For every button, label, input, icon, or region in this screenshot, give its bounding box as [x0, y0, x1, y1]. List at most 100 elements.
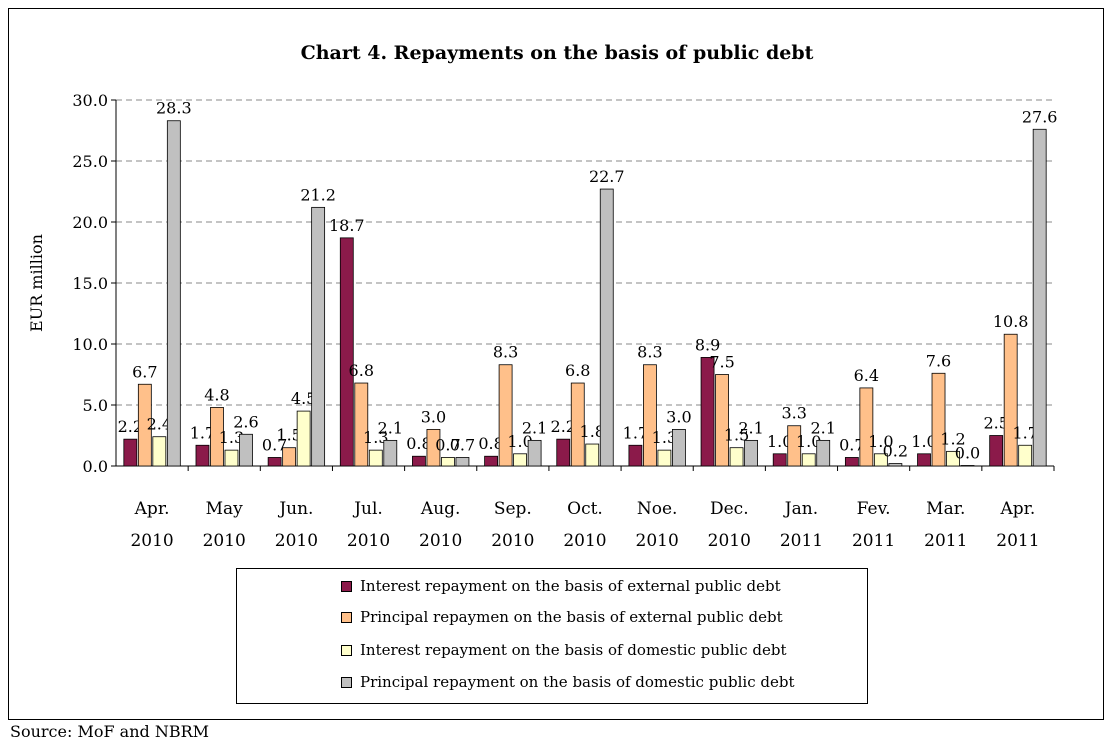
data-label: 6.8 — [565, 361, 590, 380]
data-label: 4.5 — [291, 389, 316, 408]
x-tick-label: 2010 — [203, 531, 246, 551]
x-tick-label: 2010 — [563, 531, 606, 551]
x-tick-label: Oct. — [567, 499, 603, 519]
data-label: 2.1 — [810, 418, 835, 437]
x-tick-label: 2010 — [275, 531, 318, 551]
x-tick-label: 2010 — [419, 531, 462, 551]
bar — [873, 453, 888, 467]
bar — [210, 407, 224, 467]
y-tick-label: 30.0 — [72, 91, 108, 110]
bar — [628, 444, 643, 467]
data-label: 6.8 — [349, 361, 374, 380]
data-label: 0.8 — [478, 434, 503, 453]
legend-swatch — [341, 580, 352, 592]
legend-swatch — [341, 611, 352, 623]
x-tick-label: Apr. — [134, 499, 170, 519]
data-label: 1.8 — [580, 422, 605, 441]
data-label: 6.4 — [854, 366, 879, 385]
bar — [412, 455, 426, 467]
data-label: 2.1 — [738, 418, 763, 437]
legend-label: Principal repayment on the basis of dome… — [360, 673, 795, 691]
data-label: 1.0 — [911, 432, 936, 451]
x-tick-label: 2011 — [996, 531, 1039, 551]
bar — [339, 237, 354, 467]
chart-legend: Interest repayment on the basis of exter… — [236, 568, 868, 704]
bar — [643, 364, 657, 467]
x-tick-label: Jul. — [352, 499, 383, 519]
bar — [729, 447, 744, 467]
bar — [166, 120, 181, 467]
bar — [123, 438, 138, 467]
data-label: 2.2 — [551, 417, 576, 436]
legend-label: Interest repayment on the basis of exter… — [360, 577, 781, 595]
bar — [1032, 128, 1047, 467]
source-note: Source: MoF and NBRM — [10, 722, 210, 741]
x-tick-label: Jun. — [277, 499, 313, 519]
x-tick-label: Noe. — [637, 499, 678, 519]
bar — [989, 435, 1004, 467]
x-tick-label: 2011 — [780, 531, 823, 551]
data-label: 10.8 — [993, 312, 1029, 331]
x-tick-label: Fev. — [857, 499, 891, 519]
y-tick-label: 20.0 — [72, 213, 108, 232]
bar — [946, 450, 960, 467]
x-tick-label: 2011 — [924, 531, 967, 551]
x-tick-label: 2011 — [852, 531, 895, 551]
legend-swatch — [341, 644, 352, 656]
bar — [311, 206, 326, 467]
bar — [282, 447, 297, 467]
x-tick-label: May — [206, 499, 244, 519]
x-tick-label: 2010 — [636, 531, 679, 551]
data-label: 3.3 — [781, 404, 806, 423]
x-tick-label: Dec. — [710, 499, 749, 519]
bar — [888, 463, 903, 467]
data-label: 7.6 — [926, 351, 951, 370]
bar — [556, 438, 571, 467]
legend-item-interest-domestic: Interest repayment on the basis of domes… — [341, 637, 786, 663]
bar — [1018, 444, 1033, 467]
x-tick-label: 2010 — [491, 531, 534, 551]
bar — [498, 364, 513, 467]
data-label: 2.1 — [378, 418, 403, 437]
data-label: 0.7 — [450, 435, 475, 454]
bar — [195, 444, 210, 467]
bar — [787, 425, 802, 467]
x-tick-label: Sep. — [494, 499, 532, 519]
data-label: 22.7 — [589, 167, 625, 186]
bar — [772, 453, 787, 467]
data-label: 1.7 — [623, 423, 648, 442]
x-tick-label: 2010 — [130, 531, 173, 551]
data-label: 1.7 — [190, 423, 215, 442]
bar — [960, 465, 975, 467]
chart-frame — [8, 8, 1104, 720]
x-tick-label: Jan. — [783, 499, 818, 519]
bar — [657, 449, 672, 467]
data-label: 18.7 — [329, 216, 365, 235]
data-label: 8.3 — [637, 343, 662, 362]
x-tick-label: Apr. — [1000, 499, 1036, 519]
data-label: 0.8 — [406, 434, 431, 453]
bar — [137, 383, 152, 467]
data-label: 1.2 — [940, 429, 965, 448]
data-label: 2.5 — [983, 414, 1008, 433]
legend-item-principal-external: Principal repaymen on the basis of exter… — [341, 604, 783, 630]
data-label: 2.2 — [118, 417, 143, 436]
bar — [224, 449, 239, 467]
bar — [239, 433, 253, 467]
data-label: 1.3 — [652, 428, 677, 447]
data-label: 2.4 — [147, 415, 172, 434]
x-tick-label: Mar. — [926, 499, 965, 519]
legend-swatch — [341, 676, 352, 688]
bar — [570, 382, 585, 467]
data-label: 2.1 — [522, 418, 547, 437]
bar — [527, 439, 542, 467]
chart-plot: 0.0 5.0 10.0 15.0 20.0 25.0 30.0 EUR million 2.2… — [27, 91, 1057, 551]
bar — [455, 457, 470, 467]
bar — [368, 449, 383, 467]
data-label: 1.0 — [868, 432, 893, 451]
data-label: 4.8 — [204, 385, 229, 404]
chart-title: Chart 4. Repayments on the basis of publ… — [300, 42, 814, 64]
data-label: 1.7 — [1012, 423, 1037, 442]
x-tick-label: 2010 — [347, 531, 390, 551]
bar — [700, 357, 715, 467]
